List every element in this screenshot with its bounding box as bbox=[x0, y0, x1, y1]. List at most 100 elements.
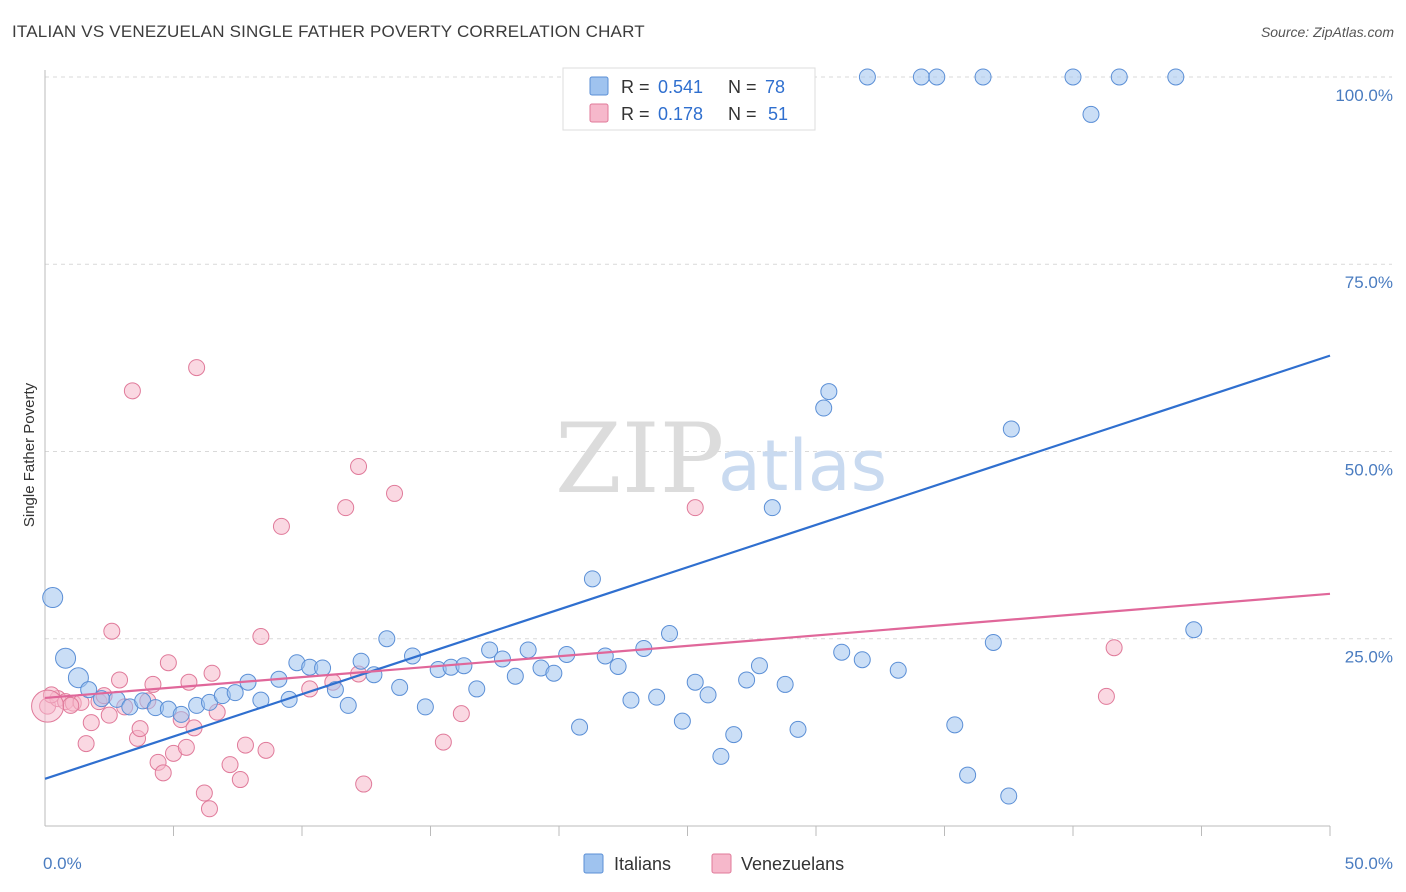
italians-point bbox=[750, 657, 768, 675]
italians-point bbox=[596, 647, 614, 665]
italians-point bbox=[583, 570, 601, 588]
venezuelans-point bbox=[77, 735, 95, 753]
italians-point bbox=[858, 68, 876, 86]
watermark-zip: ZIP bbox=[555, 403, 724, 515]
italians-point bbox=[481, 641, 499, 659]
grid-lines bbox=[45, 76, 1392, 640]
top-legend: R = 0.541 N = 78 R = 0.178 N = 51 bbox=[562, 67, 816, 131]
venezuelans-point bbox=[1097, 687, 1115, 705]
italians-point bbox=[352, 652, 370, 670]
venezuelans-point bbox=[200, 800, 218, 818]
trend-lines bbox=[44, 354, 1331, 780]
venezuelans-point bbox=[195, 784, 213, 802]
italians-point bbox=[763, 499, 781, 517]
italians-point bbox=[55, 647, 77, 669]
chart-title: ITALIAN VS VENEZUELAN SINGLE FATHER POVE… bbox=[12, 22, 645, 41]
italians-point bbox=[67, 667, 89, 689]
italians-point bbox=[776, 675, 794, 693]
venezuelans-point bbox=[231, 771, 249, 789]
venezuelans-point bbox=[355, 775, 373, 793]
venezuelans-point bbox=[236, 736, 254, 754]
legend-r-value-italians: 0.541 bbox=[658, 77, 703, 97]
watermark-atlas: atlas bbox=[718, 425, 887, 507]
italians-point bbox=[339, 696, 357, 714]
italians-point bbox=[984, 633, 1002, 651]
italians-point bbox=[545, 664, 563, 682]
italians-point bbox=[789, 720, 807, 738]
italians-point bbox=[416, 698, 434, 716]
italians-point bbox=[326, 681, 344, 699]
italians-point bbox=[648, 688, 666, 706]
italians-point bbox=[833, 643, 851, 661]
italians-point bbox=[912, 68, 930, 86]
italians-point bbox=[1082, 105, 1100, 123]
italians-point bbox=[226, 684, 244, 702]
italians-point bbox=[1064, 68, 1082, 86]
venezuelans-point bbox=[272, 517, 290, 535]
venezuelans-point bbox=[452, 705, 470, 723]
italians-point bbox=[661, 625, 679, 643]
italians-point bbox=[314, 659, 332, 677]
legend-n-value-italians: 78 bbox=[765, 77, 785, 97]
venezuelans-point bbox=[257, 741, 275, 759]
venezuelans-point bbox=[82, 714, 100, 732]
venezuelans-point bbox=[221, 756, 239, 774]
italians-point bbox=[712, 747, 730, 765]
legend-swatch-venezuelans bbox=[589, 103, 609, 123]
italians-point bbox=[820, 383, 838, 401]
italians-point bbox=[506, 667, 524, 685]
italians-point bbox=[1110, 68, 1128, 86]
italians-point bbox=[622, 691, 640, 709]
italians-point bbox=[1185, 621, 1203, 639]
venezuelans-point bbox=[62, 696, 80, 714]
italians-point bbox=[378, 630, 396, 648]
italians-point bbox=[468, 680, 486, 698]
venezuelans-point bbox=[111, 671, 129, 689]
legend-swatch-italians bbox=[589, 76, 609, 96]
y-tick-labels: 25.0% 50.0% 75.0% 100.0% bbox=[1335, 86, 1393, 667]
venezuelans-trend-line bbox=[44, 592, 1331, 700]
italians-point bbox=[853, 651, 871, 669]
italians-point bbox=[673, 712, 691, 730]
italians-point bbox=[815, 399, 833, 417]
venezuelans-point bbox=[434, 733, 452, 751]
venezuelans-point bbox=[131, 720, 149, 738]
venezuelans-point bbox=[1105, 639, 1123, 657]
y-axis-label: Single Father Poverty bbox=[21, 382, 38, 527]
italians-point bbox=[699, 686, 717, 704]
venezuelans-point bbox=[386, 484, 404, 502]
legend-r-value-venezuelans: 0.178 bbox=[658, 104, 703, 124]
venezuelans-point bbox=[159, 654, 177, 672]
italians-point bbox=[571, 718, 589, 736]
venezuelans-point-large bbox=[31, 689, 65, 723]
venezuelans-point bbox=[123, 382, 141, 400]
venezuelans-point bbox=[203, 664, 221, 682]
italians-point bbox=[493, 650, 511, 668]
x-tick-labels: 0.0% 50.0% bbox=[43, 854, 1393, 873]
legend-n-value-venezuelans: 51 bbox=[768, 104, 788, 124]
y-tick-label: 25.0% bbox=[1345, 648, 1393, 667]
bottom-legend-swatch-italians bbox=[583, 853, 604, 874]
venezuelans-point bbox=[100, 706, 118, 724]
bottom-legend-swatch-venezuelans bbox=[711, 853, 732, 874]
source-label: Source: ZipAtlas.com bbox=[1260, 24, 1394, 40]
bottom-legend-label-italians: Italians bbox=[614, 854, 671, 874]
legend-r-label-italians: R = bbox=[621, 77, 650, 97]
italians-trend-line bbox=[44, 354, 1331, 780]
italians-point bbox=[1167, 68, 1185, 86]
legend-r-label-venezuelans: R = bbox=[621, 104, 650, 124]
x-tick-label: 0.0% bbox=[43, 854, 82, 873]
italians-point bbox=[391, 678, 409, 696]
venezuelans-point bbox=[154, 764, 172, 782]
italians-point bbox=[455, 657, 473, 675]
italians-point bbox=[946, 716, 964, 734]
venezuelans-point bbox=[350, 457, 368, 475]
italians-point bbox=[519, 641, 537, 659]
italians-point bbox=[928, 68, 946, 86]
legend-n-label-italians: N = bbox=[728, 77, 757, 97]
y-tick-label: 100.0% bbox=[1335, 86, 1393, 105]
italians-point bbox=[974, 68, 992, 86]
y-tick-label: 75.0% bbox=[1345, 273, 1393, 292]
italians-point bbox=[609, 657, 627, 675]
